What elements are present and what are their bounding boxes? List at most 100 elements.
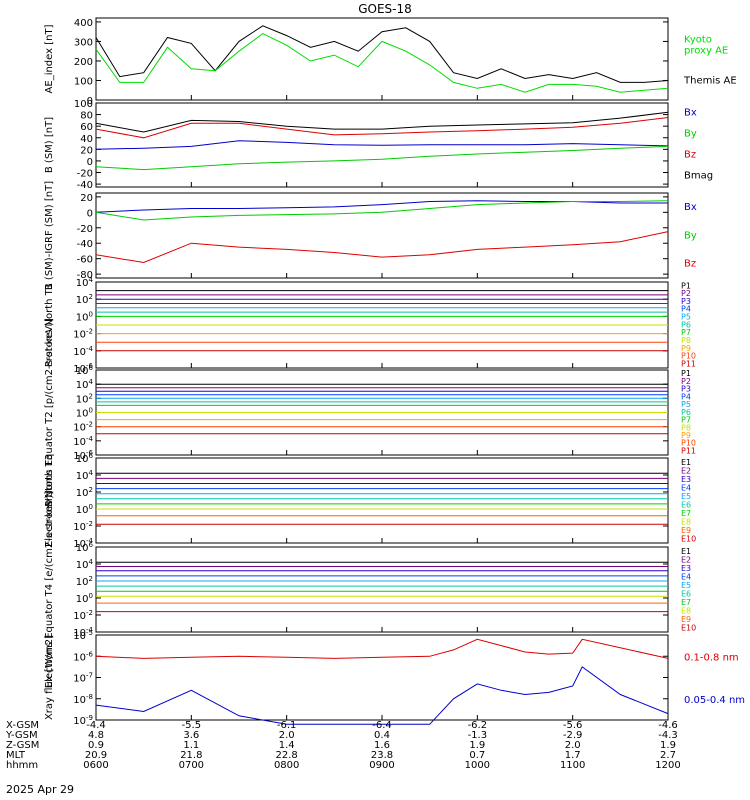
legend-entry: E9 (681, 615, 691, 624)
y-tick-label: 10-4 (73, 345, 93, 358)
x-axis-cell: -6.4 (372, 720, 392, 731)
y-axis-label: Electrons Equator T4 [e/(cm2-s-sr-keV)] (44, 491, 55, 688)
x-axis-cell: -2.9 (563, 730, 583, 741)
x-axis-cell: -1.3 (468, 730, 488, 741)
legend-entry: Kyoto (684, 35, 712, 46)
y-tick-label: 0 (87, 157, 93, 168)
x-axis-cell: 2.0 (565, 740, 581, 751)
x-axis-cell: 0800 (274, 760, 299, 771)
panel-frame (95, 457, 669, 544)
series-line-0-1-0-8-nm (95, 638, 669, 659)
x-axis-cell: 1.4 (279, 740, 295, 751)
x-axis-cell: -5.6 (563, 720, 583, 731)
y-tick-label: 102 (76, 575, 93, 588)
y-tick-label: 102 (76, 293, 93, 306)
legend-entry: P2 (681, 377, 691, 386)
legend-entry: P5 (681, 400, 691, 409)
legend-entry: P3 (681, 385, 691, 394)
legend-entry: E4 (681, 483, 691, 492)
y-tick-label: 102 (76, 392, 93, 405)
y-tick-label: 106 (76, 452, 94, 465)
figure-title: GOES-18 (358, 2, 412, 16)
y-tick-label: 10-9 (73, 714, 93, 727)
legend-entry: P3 (681, 297, 691, 306)
legend-entry: P2 (681, 289, 691, 298)
legend-entry: E8 (681, 517, 691, 526)
x-axis-cell: -4.4 (86, 720, 106, 731)
x-axis-row-label: Z-GSM (6, 740, 39, 751)
legend-entry: P11 (681, 359, 696, 368)
series-line-bmag (95, 111, 669, 133)
y-tick-label: 100 (76, 310, 93, 323)
y-tick-label: 100 (74, 99, 93, 110)
x-axis-cell: 23.8 (371, 750, 393, 761)
legend-entry: Bmag (684, 171, 713, 182)
legend-entry: P7 (681, 416, 691, 425)
y-axis-label: B (SM)-IGRF (SM) [nT] (44, 181, 55, 290)
series-line-kyoto-proxy-ae (95, 33, 669, 93)
y-tick-label: 10-5 (73, 629, 93, 642)
y-tick-label: 10-6 (73, 650, 93, 663)
y-tick-label: 20 (80, 193, 93, 204)
x-axis-cell: 0700 (179, 760, 204, 771)
panel-3: -80 -60 -40 -20 0 20 B (SM)-IGRF (SM) [nT] Bx By… (44, 181, 697, 290)
x-axis-cell: 1.6 (374, 740, 390, 751)
y-tick-label: 10-4 (73, 435, 93, 448)
legend-entry: P5 (681, 313, 691, 322)
legend-entry: 0.05-0.4 nm (684, 695, 745, 706)
x-axis-row-label: hhmm (6, 760, 38, 771)
panel-frame (95, 192, 669, 279)
y-tick-label: 104 (76, 276, 94, 289)
legend-entry: 0.1-0.8 nm (684, 653, 739, 664)
legend-entry: proxy AE (684, 46, 728, 57)
legend-entry: P9 (681, 344, 691, 353)
legend-entry: E8 (681, 606, 691, 615)
legend-entry: P6 (681, 408, 691, 417)
x-axis-cell: 22.8 (276, 750, 298, 761)
x-axis-row-label: MLT (6, 750, 26, 761)
x-axis-cell: 1000 (465, 760, 490, 771)
y-tick-label: 10-6 (73, 362, 93, 375)
legend-entry: E10 (681, 623, 696, 632)
x-axis-cell: 1.7 (565, 750, 581, 761)
legend-entry: P11 (681, 446, 696, 455)
x-axis-cell: 0900 (369, 760, 394, 771)
y-tick-label: 10-2 (73, 328, 93, 341)
legend-entry: E10 (681, 534, 696, 543)
series-line-bx (95, 140, 669, 150)
y-axis-label: Protons Equator T2 [p/(cm2-s-sr-keV)] (44, 318, 55, 507)
y-tick-label: 10-7 (73, 672, 93, 685)
y-tick-label: 106 (76, 364, 94, 377)
y-tick-label: 100 (74, 76, 93, 87)
x-axis-cell: 3.6 (183, 730, 199, 741)
x-axis-cell: 0.7 (469, 750, 485, 761)
legend-entry: By (684, 129, 697, 140)
y-axis-label: B (SM) [nT] (44, 117, 55, 173)
legend-entry: E7 (681, 509, 691, 518)
y-tick-label: -80 (77, 270, 93, 281)
y-tick-label: -20 (77, 224, 93, 235)
y-tick-label: 40 (80, 134, 93, 145)
date-label: 2025 Apr 29 (6, 783, 74, 796)
x-axis-cell: 4.8 (88, 730, 104, 741)
y-tick-label: 10-8 (73, 693, 93, 706)
x-axis-cell: 2.0 (279, 730, 295, 741)
legend-entry: P6 (681, 320, 691, 329)
y-tick-label: 104 (76, 378, 94, 391)
x-axis-row-label: Y-GSM (5, 730, 38, 741)
legend-entry: P4 (681, 392, 691, 401)
y-tick-label: -60 (77, 255, 93, 266)
y-tick-label: -20 (77, 169, 93, 180)
legend-entry: Bz (684, 259, 696, 270)
y-tick-label: 10-4 (73, 537, 93, 550)
legend-entry: P10 (681, 352, 696, 361)
y-tick-label: 104 (76, 469, 94, 482)
legend-entry: Bx (684, 202, 697, 213)
x-axis-cell: 1.9 (660, 740, 676, 751)
legend-entry: Bz (684, 150, 696, 161)
legend-entry: E7 (681, 598, 691, 607)
x-axis-cell: -6.2 (468, 720, 488, 731)
